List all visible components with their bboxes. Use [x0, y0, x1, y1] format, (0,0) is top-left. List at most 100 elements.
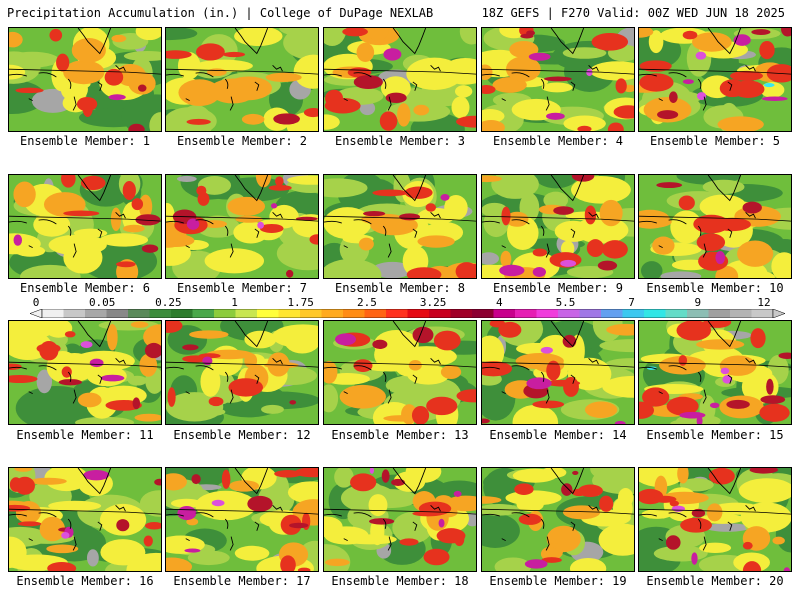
- member-panel: [481, 27, 635, 132]
- colorbar-tick-label: 0.05: [88, 296, 116, 309]
- precip-map: [639, 321, 791, 424]
- member-label: Ensemble Member: 18: [331, 574, 469, 588]
- colorbar-swatch: [386, 309, 408, 318]
- colorbar-swatch: [42, 309, 64, 318]
- precip-map: [166, 175, 318, 278]
- member-label: Ensemble Member: 12: [173, 428, 311, 442]
- colorbar-tick-label: 5.5: [555, 296, 576, 309]
- member-label: Ensemble Member: 4: [492, 134, 624, 148]
- member-panel: [323, 27, 477, 132]
- colorbar-swatch: [85, 309, 107, 318]
- member-panel: [323, 320, 477, 425]
- colorbar-tick-label: 12: [757, 296, 771, 309]
- colorbar-swatch: [601, 309, 623, 318]
- member-panel: [165, 320, 319, 425]
- colorbar-tick-label: 2.5: [356, 296, 377, 309]
- precip-map: [639, 468, 791, 571]
- precip-map: [166, 28, 318, 131]
- colorbar-tick-label: 3.25: [419, 296, 447, 309]
- precip-map: [482, 175, 634, 278]
- precip-map: [324, 468, 476, 571]
- colorbar-swatch: [257, 309, 279, 318]
- member-label: Ensemble Member: 16: [16, 574, 154, 588]
- member-label: Ensemble Member: 7: [176, 281, 308, 295]
- member-panel: [8, 27, 162, 132]
- member-panel: [8, 174, 162, 279]
- precip-map: [9, 175, 161, 278]
- colorbar-swatch: [343, 309, 365, 318]
- member-label: Ensemble Member: 19: [489, 574, 627, 588]
- colorbar-swatch: [429, 309, 451, 318]
- member-label: Ensemble Member: 11: [16, 428, 154, 442]
- precip-map: [9, 321, 161, 424]
- colorbar-swatch: [665, 309, 688, 318]
- precip-map: [324, 321, 476, 424]
- member-label: Ensemble Member: 20: [646, 574, 784, 588]
- precip-map: [482, 28, 634, 131]
- member-panel: [323, 467, 477, 572]
- colorbar-swatch: [730, 309, 752, 318]
- colorbar-min-arrow: [30, 309, 43, 318]
- colorbar-swatch: [407, 309, 430, 318]
- precip-map: [324, 28, 476, 131]
- colorbar-swatch: [708, 309, 731, 318]
- member-panel: [323, 174, 477, 279]
- member-label: Ensemble Member: 8: [334, 281, 466, 295]
- member-panel: [481, 467, 635, 572]
- colorbar-swatch: [63, 309, 86, 318]
- colorbar-max-arrow: [772, 309, 785, 318]
- member-panel: [165, 174, 319, 279]
- member-label: Ensemble Member: 10: [646, 281, 784, 295]
- colorbar-swatch: [364, 309, 387, 318]
- colorbar-swatch: [192, 309, 215, 318]
- colorbar-swatch: [450, 309, 473, 318]
- member-panel: [638, 27, 792, 132]
- colorbar-tick-label: 1: [231, 296, 238, 309]
- member-panel: [638, 174, 792, 279]
- member-panel: [638, 320, 792, 425]
- colorbar-swatch: [106, 309, 129, 318]
- precip-map: [166, 321, 318, 424]
- member-label: Ensemble Member: 15: [646, 428, 784, 442]
- colorbar-swatch: [558, 309, 580, 318]
- colorbar-swatch: [579, 309, 602, 318]
- colorbar-swatch: [644, 309, 666, 318]
- colorbar-tick-label: 1.75: [287, 296, 314, 309]
- page-title: Precipitation Accumulation (in.) | Colle…: [7, 6, 434, 20]
- colorbar: [30, 309, 785, 318]
- member-panel: [481, 174, 635, 279]
- colorbar-swatch: [687, 309, 709, 318]
- precip-map: [9, 468, 161, 571]
- member-panel: [8, 320, 162, 425]
- member-panel: [8, 467, 162, 572]
- colorbar-swatch: [321, 309, 344, 318]
- member-panel: [638, 467, 792, 572]
- precip-map: [482, 321, 634, 424]
- member-panel: [165, 27, 319, 132]
- colorbar-swatch: [751, 309, 774, 318]
- colorbar-swatch: [300, 309, 322, 318]
- colorbar-swatch: [278, 309, 301, 318]
- colorbar-swatch: [149, 309, 172, 318]
- colorbar-swatch: [235, 309, 258, 318]
- member-panel: [165, 467, 319, 572]
- colorbar-swatch: [128, 309, 150, 318]
- member-label: Ensemble Member: 2: [176, 134, 308, 148]
- member-label: Ensemble Member: 3: [334, 134, 466, 148]
- precip-map: [639, 175, 791, 278]
- colorbar-tick-label: 9: [694, 296, 702, 309]
- member-label: Ensemble Member: 5: [649, 134, 781, 148]
- member-label: Ensemble Member: 14: [489, 428, 627, 442]
- precip-map: [324, 175, 476, 278]
- valid-time-label: 18Z GEFS | F270 Valid: 00Z WED JUN 18 20…: [481, 6, 785, 20]
- colorbar-swatch: [493, 309, 516, 318]
- precip-map: [9, 28, 161, 131]
- colorbar-swatch: [536, 309, 559, 318]
- colorbar-swatch: [214, 309, 236, 318]
- precip-map: [639, 28, 791, 131]
- colorbar-tick-label: 7: [628, 296, 635, 309]
- member-panel: [481, 320, 635, 425]
- colorbar-swatch: [515, 309, 537, 318]
- member-label: Ensemble Member: 1: [19, 134, 151, 148]
- colorbar-tick-label: 0: [32, 296, 40, 309]
